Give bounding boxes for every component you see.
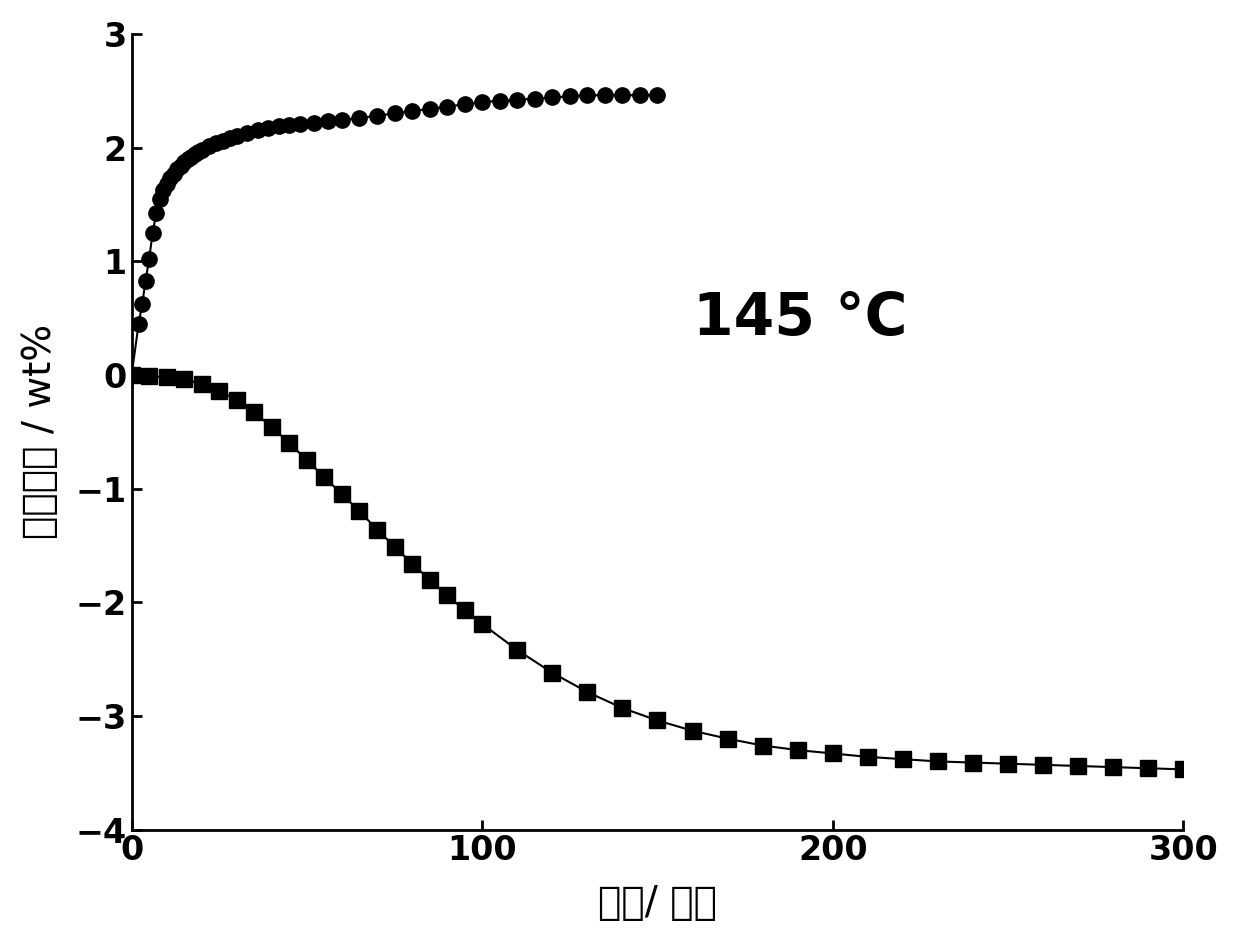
Y-axis label: 氢气含量 / wt%: 氢气含量 / wt%	[21, 324, 58, 539]
Text: 145 °C: 145 °C	[693, 290, 907, 346]
X-axis label: 时间/ 分钟: 时间/ 分钟	[598, 885, 717, 922]
